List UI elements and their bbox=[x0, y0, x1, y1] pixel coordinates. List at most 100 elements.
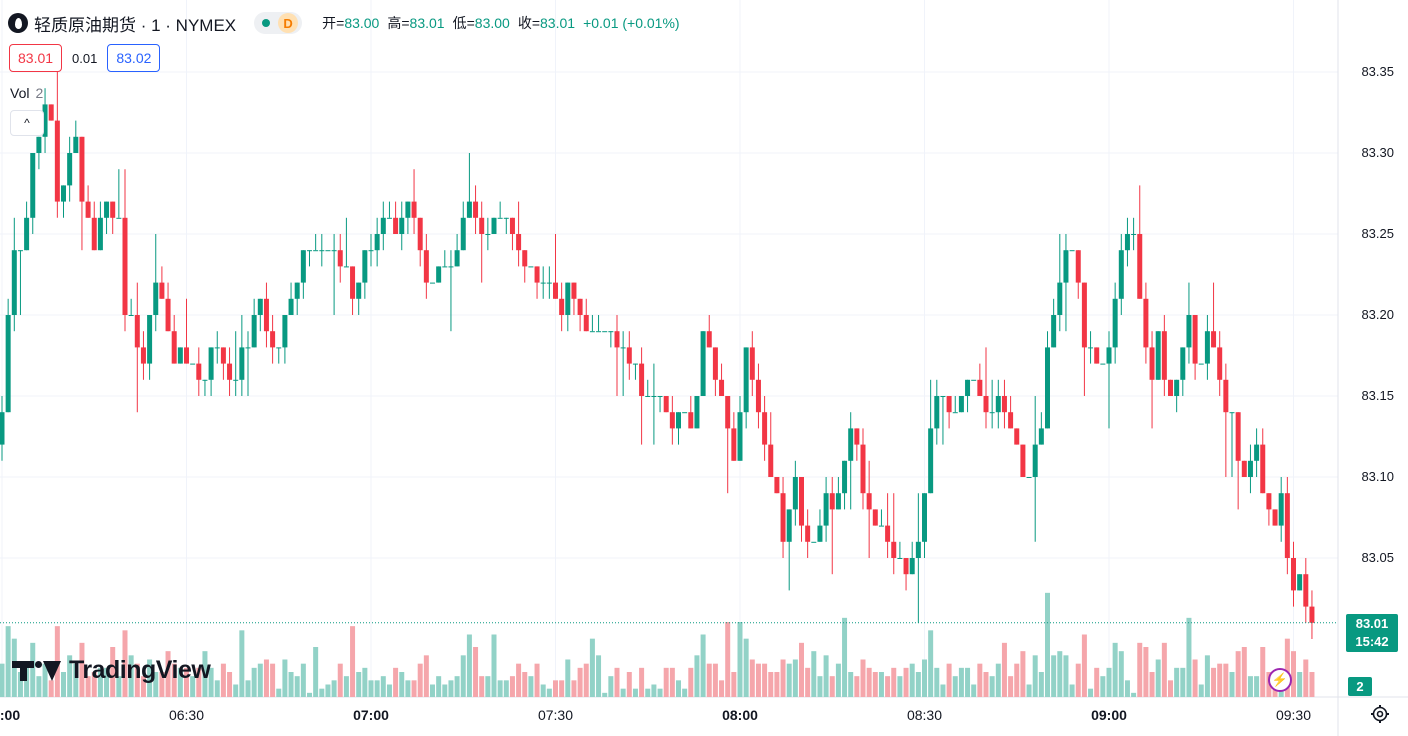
collapse-legend-button[interactable]: ^ bbox=[10, 110, 44, 136]
volume-bar bbox=[700, 634, 706, 697]
volume-bar bbox=[36, 676, 42, 697]
gear-icon[interactable] bbox=[1370, 704, 1390, 724]
volume-bar bbox=[380, 676, 386, 697]
volume-bar bbox=[811, 651, 817, 697]
candle-body bbox=[559, 298, 565, 315]
candle-body bbox=[645, 396, 651, 397]
high-value: 83.01 bbox=[409, 15, 445, 31]
candle-body bbox=[1217, 347, 1223, 380]
volume-bar bbox=[509, 676, 515, 697]
candle-body bbox=[1069, 250, 1075, 252]
volume-bar bbox=[534, 663, 540, 697]
volume-bar bbox=[153, 672, 159, 697]
volume-bar bbox=[596, 655, 602, 697]
candle-body bbox=[1204, 331, 1210, 364]
symbol-title[interactable]: 轻质原油期货 · 1 · NYMEX bbox=[34, 15, 237, 35]
candle-body bbox=[842, 460, 848, 494]
price-axis-label: 83.30 bbox=[1361, 145, 1394, 160]
time-axis-label: 06:30 bbox=[169, 707, 204, 723]
candle-body bbox=[48, 104, 54, 121]
candle-body bbox=[835, 493, 841, 510]
candle-body bbox=[922, 493, 927, 542]
candle-body bbox=[780, 493, 786, 542]
candle-body bbox=[1020, 444, 1026, 477]
volume-bar bbox=[731, 672, 737, 697]
volume-bar bbox=[522, 672, 528, 697]
candle-body bbox=[454, 250, 460, 267]
candle-body bbox=[1131, 234, 1137, 235]
market-status-pill[interactable]: D bbox=[254, 12, 303, 34]
last-price-label: 83.01 15:42 bbox=[1346, 614, 1398, 652]
volume-bar bbox=[405, 680, 411, 697]
volume-bar bbox=[411, 680, 417, 697]
volume-bar bbox=[436, 676, 442, 697]
candle-body bbox=[663, 396, 669, 413]
candle-body bbox=[632, 363, 638, 365]
candle-body bbox=[719, 379, 725, 396]
volume-bar bbox=[79, 642, 85, 697]
volume-bar bbox=[1075, 663, 1081, 697]
volume-bar bbox=[350, 626, 356, 697]
candle-body bbox=[300, 250, 306, 283]
candle-body bbox=[36, 136, 42, 153]
volume-bar bbox=[546, 688, 552, 697]
candle-body bbox=[1143, 298, 1149, 348]
candle-body bbox=[823, 493, 829, 526]
sell-price-button[interactable]: 83.01 bbox=[9, 44, 63, 72]
volume-bar bbox=[239, 630, 245, 697]
candle-body bbox=[282, 315, 288, 348]
lightning-icon[interactable]: ⚡ bbox=[1268, 668, 1292, 692]
candle-body bbox=[386, 217, 392, 219]
volume-bar bbox=[5, 626, 11, 697]
volume-bar bbox=[147, 659, 153, 697]
chevron-up-icon: ^ bbox=[24, 116, 30, 130]
volume-bar bbox=[626, 672, 632, 697]
volume-bar bbox=[220, 663, 226, 697]
tradingview-logo[interactable]: TradingView bbox=[12, 656, 211, 685]
candle-body bbox=[1278, 493, 1284, 526]
time-axis-label: 08:30 bbox=[907, 707, 942, 723]
volume-bar bbox=[1137, 642, 1143, 697]
candle-body bbox=[208, 347, 214, 380]
candle-body bbox=[1247, 460, 1253, 477]
candle-body bbox=[1254, 444, 1260, 461]
volume-bar bbox=[288, 672, 294, 697]
candle-body bbox=[509, 217, 515, 234]
candle-body bbox=[42, 104, 48, 137]
candle-body bbox=[67, 153, 73, 186]
candle-body bbox=[934, 396, 940, 429]
price-axis-label: 83.10 bbox=[1361, 469, 1394, 484]
candle-body bbox=[110, 201, 116, 218]
volume-legend[interactable]: Vol 2 bbox=[10, 85, 43, 101]
candle-body bbox=[417, 217, 423, 251]
volume-bar bbox=[866, 667, 872, 697]
candle-body bbox=[325, 250, 331, 252]
volume-bar bbox=[1143, 647, 1149, 697]
candle-body bbox=[436, 266, 442, 283]
candle-body bbox=[1309, 606, 1315, 623]
candle-body bbox=[97, 217, 103, 251]
volume-bar bbox=[1291, 651, 1296, 697]
candle-body bbox=[24, 217, 30, 251]
volume-bar bbox=[282, 659, 288, 697]
candle-body bbox=[565, 282, 571, 315]
volume-bar bbox=[307, 692, 312, 697]
candle-body bbox=[91, 217, 97, 251]
candle-body bbox=[54, 120, 60, 202]
candle-body bbox=[116, 217, 122, 219]
volume-bar bbox=[1069, 684, 1075, 697]
candle-body bbox=[620, 347, 626, 349]
candle-body bbox=[356, 282, 362, 299]
volume-bar bbox=[1124, 680, 1130, 697]
buy-price-button[interactable]: 83.02 bbox=[107, 44, 161, 72]
volume-bar bbox=[1020, 651, 1026, 697]
volume-bar bbox=[454, 676, 460, 697]
volume-bar bbox=[1008, 676, 1014, 697]
candle-body bbox=[977, 379, 983, 396]
volume-bar bbox=[1297, 672, 1303, 697]
candle-body bbox=[872, 509, 878, 526]
volume-bar bbox=[516, 663, 522, 697]
delayed-data-badge[interactable]: D bbox=[278, 13, 299, 33]
open-label: 开= bbox=[322, 15, 345, 31]
